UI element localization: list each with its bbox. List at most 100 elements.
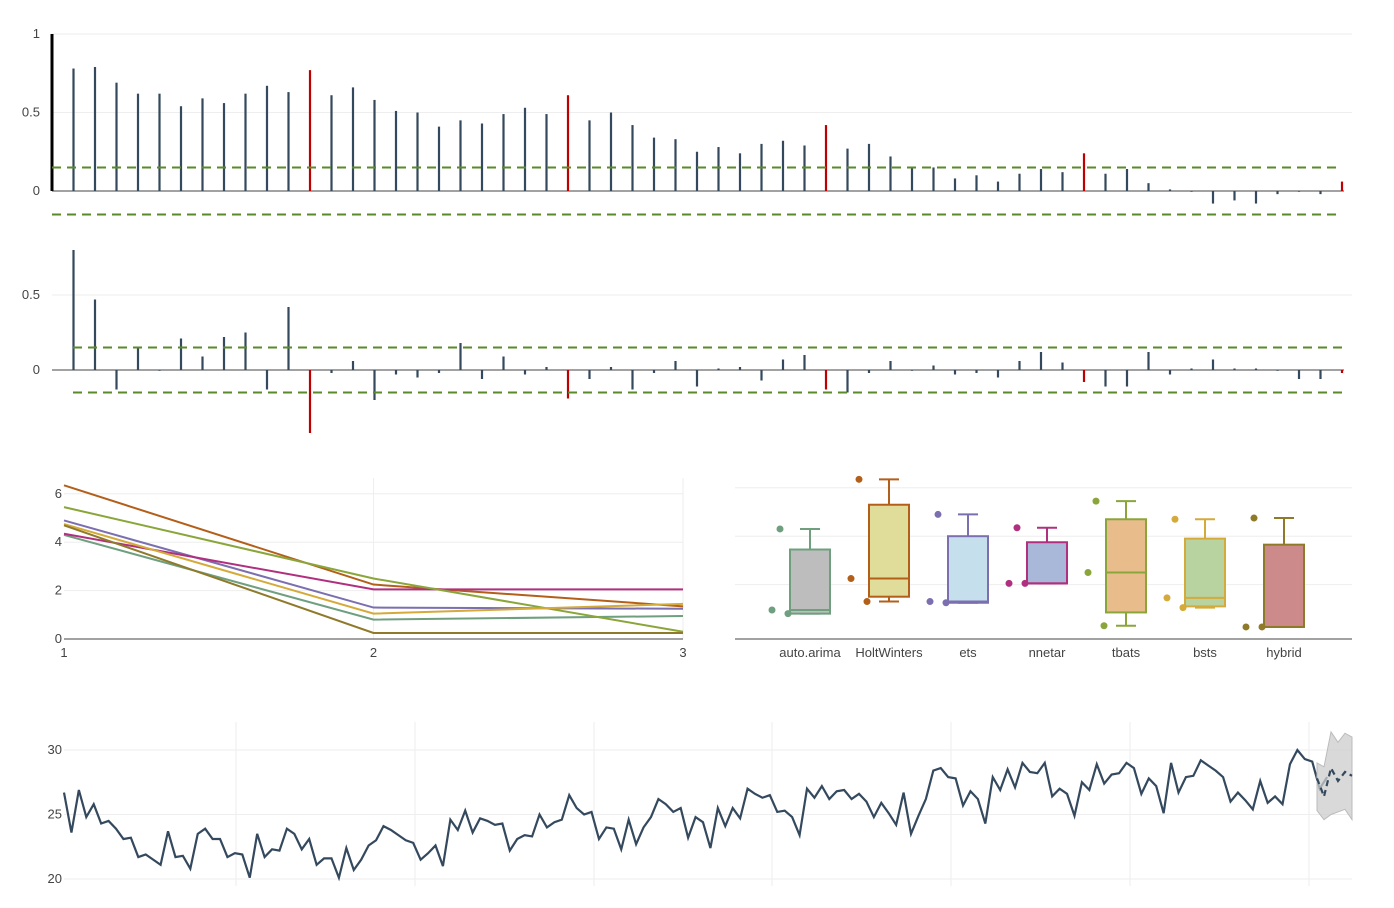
data-point bbox=[1100, 622, 1108, 630]
lag-bar bbox=[1233, 191, 1236, 201]
lag-bar bbox=[1125, 370, 1129, 387]
category-label: HoltWinters bbox=[855, 645, 923, 660]
lag-bar bbox=[674, 361, 677, 370]
category-label: ets bbox=[959, 645, 977, 660]
lag-bar bbox=[932, 167, 935, 191]
lag-bar bbox=[1147, 352, 1150, 370]
forecast-line bbox=[1315, 765, 1353, 801]
lag-bar bbox=[287, 307, 290, 370]
accuracy-lines-panel: 0 2 4 6 1 2 3 bbox=[55, 478, 687, 660]
y-tick-label: 0 bbox=[33, 362, 40, 377]
lag-bar bbox=[287, 92, 290, 191]
category-label: bsts bbox=[1193, 645, 1217, 660]
lag-bar bbox=[93, 66, 97, 191]
lag-bar bbox=[738, 153, 742, 191]
series-forecast-panel: 20 25 30 bbox=[48, 722, 1353, 886]
lag-bar bbox=[179, 106, 183, 191]
lag-bar bbox=[330, 370, 333, 373]
data-point bbox=[934, 510, 942, 518]
y-tick-label: 0.5 bbox=[22, 105, 40, 120]
lag-bar bbox=[1276, 191, 1279, 195]
lag-bar bbox=[1039, 352, 1043, 370]
lag-bar bbox=[480, 123, 484, 191]
lag-bar bbox=[932, 365, 935, 370]
data-point bbox=[1179, 604, 1187, 612]
lag-bar bbox=[1190, 368, 1193, 370]
lag-bar bbox=[803, 355, 806, 370]
lag-bar bbox=[179, 338, 183, 370]
lag-bar bbox=[975, 175, 978, 191]
y-tick-label: 25 bbox=[48, 807, 62, 822]
data-point bbox=[1171, 515, 1179, 523]
observed-line bbox=[62, 748, 1329, 882]
lag-bar bbox=[1276, 370, 1279, 371]
category-label: nnetar bbox=[1029, 645, 1067, 660]
lag-bar bbox=[631, 370, 634, 390]
lag-bar bbox=[1340, 370, 1344, 373]
lag-bar bbox=[674, 139, 677, 191]
lag-bar bbox=[1340, 181, 1344, 191]
lag-bar bbox=[459, 120, 462, 191]
data-point bbox=[1021, 579, 1029, 587]
lag-bar bbox=[1018, 361, 1021, 370]
lag-bar bbox=[846, 148, 849, 191]
series-line bbox=[63, 523, 684, 615]
lag-bar bbox=[652, 370, 656, 373]
lag-bar bbox=[394, 110, 398, 191]
x-tick-label: 1 bbox=[60, 645, 67, 660]
series-line bbox=[63, 524, 683, 634]
data-point bbox=[855, 475, 863, 483]
lag-bar bbox=[416, 112, 419, 191]
lag-bar bbox=[201, 98, 204, 191]
lag-bar bbox=[523, 370, 527, 375]
lag-bar bbox=[115, 82, 118, 191]
data-point bbox=[768, 606, 776, 614]
lag-bar bbox=[373, 370, 376, 400]
lag-bar bbox=[609, 112, 613, 191]
lag-bar bbox=[996, 181, 1000, 191]
lag-bar bbox=[244, 93, 247, 191]
lag-bar bbox=[781, 140, 785, 191]
data-point bbox=[926, 598, 934, 606]
data-point bbox=[1092, 497, 1100, 505]
lag-bar bbox=[502, 356, 505, 370]
iqr-box bbox=[947, 535, 989, 604]
lag-bar bbox=[1211, 359, 1215, 370]
lag-bar bbox=[889, 156, 892, 191]
data-point bbox=[942, 599, 950, 607]
lag-bar bbox=[1168, 189, 1172, 191]
lag-bar bbox=[1125, 169, 1129, 191]
lag-bar bbox=[1018, 173, 1021, 191]
lag-bar bbox=[1297, 370, 1301, 379]
lag-bar bbox=[1104, 173, 1107, 191]
data-point bbox=[1084, 569, 1092, 576]
y-tick-label: 0.5 bbox=[22, 287, 40, 302]
accuracy-boxes-panel: auto.arima HoltWinters ets nnetar tbats bsts h… bbox=[735, 475, 1352, 660]
lag-bar bbox=[1147, 183, 1150, 191]
y-tick-label: 1 bbox=[33, 26, 40, 41]
iqr-box bbox=[1184, 537, 1226, 608]
x-tick-label: 3 bbox=[679, 645, 686, 660]
lag-bar bbox=[566, 95, 570, 191]
lag-bar bbox=[201, 356, 204, 370]
series-line bbox=[63, 519, 684, 610]
category-label: auto.arima bbox=[779, 645, 841, 660]
lag-bar bbox=[846, 370, 849, 393]
iqr-box bbox=[789, 548, 831, 615]
lag-bar bbox=[996, 370, 1000, 378]
data-point bbox=[1163, 594, 1171, 602]
lag-bar bbox=[330, 95, 333, 191]
data-point bbox=[1242, 623, 1250, 631]
lag-bar bbox=[50, 34, 54, 191]
lag-bar bbox=[975, 370, 978, 373]
lag-bar bbox=[1168, 370, 1172, 375]
y-tick-label: 0 bbox=[33, 183, 40, 198]
x-tick-label: 2 bbox=[370, 645, 377, 660]
lag-bar bbox=[265, 85, 269, 191]
y-tick-label: 6 bbox=[55, 486, 62, 501]
lag-bar bbox=[373, 99, 376, 191]
lag-bar bbox=[738, 367, 742, 370]
lag-bar bbox=[910, 370, 914, 371]
data-point bbox=[776, 525, 784, 533]
